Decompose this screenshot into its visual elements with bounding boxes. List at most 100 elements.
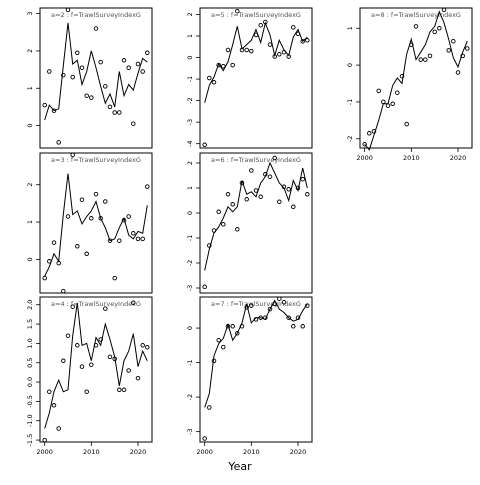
observed-point xyxy=(145,184,150,189)
y-tick-label: -2 xyxy=(186,97,194,103)
panel-frame xyxy=(39,296,153,443)
observed-point xyxy=(93,343,99,348)
observed-point xyxy=(47,259,52,264)
panel-title: a=7 : f=TrawlSurveyIndexG xyxy=(211,300,301,308)
observed-point xyxy=(305,38,310,43)
x-tick-label: 2020 xyxy=(290,448,307,456)
observed-point xyxy=(117,110,122,115)
y-tick-label: 1.5 xyxy=(26,319,34,329)
observed-point xyxy=(211,228,217,233)
fitted-line xyxy=(204,161,308,271)
observed-point xyxy=(216,62,221,68)
panel-title: a=4 : f=TrawlSurveyIndexG xyxy=(51,300,141,308)
observed-point xyxy=(281,49,287,55)
observed-point xyxy=(225,324,231,329)
observed-point xyxy=(121,217,127,223)
observed-point xyxy=(300,39,305,44)
x-tick-label: 2010 xyxy=(403,154,420,162)
observed-point xyxy=(75,343,80,348)
observed-point xyxy=(56,426,61,431)
observed-point xyxy=(145,345,150,350)
y-tick-label: 1.0 xyxy=(26,338,34,348)
observed-point xyxy=(230,324,235,329)
observed-point xyxy=(235,8,240,14)
panel-title: a=6 : f=TrawlSurveyIndexG xyxy=(211,156,301,164)
observed-point xyxy=(70,74,75,80)
observed-point xyxy=(135,236,141,242)
panel-a6: a=6 : f=TrawlSurveyIndexG -3 -2 -1 0 1 2 xyxy=(186,152,313,294)
x-tick-label: 2020 xyxy=(130,448,147,456)
panel-title: a=3 : f=TrawlSurveyIndexG xyxy=(51,156,141,164)
observed-point xyxy=(79,197,85,202)
observed-point xyxy=(202,142,207,148)
observed-point xyxy=(107,354,113,360)
observed-point xyxy=(126,214,131,219)
observed-point xyxy=(211,80,217,85)
observed-point xyxy=(253,317,259,322)
observed-point xyxy=(121,58,127,63)
observed-point xyxy=(409,42,414,48)
observed-point xyxy=(404,121,409,127)
observed-point xyxy=(103,84,108,89)
y-tick-label: 0 xyxy=(186,55,194,59)
y-tick-label: -3 xyxy=(186,119,194,125)
observed-point xyxy=(51,108,57,113)
observed-point xyxy=(84,389,89,394)
observed-point xyxy=(112,110,117,115)
observed-point xyxy=(70,304,75,309)
observed-point xyxy=(65,214,71,219)
panel-a4: a=4 : f=TrawlSurveyIndexG -1.5 -1.0 -0.5 0.0… xyxy=(26,296,153,456)
y-tick-label: 2 xyxy=(186,12,194,16)
observed-point xyxy=(235,331,240,336)
y-tick-label: 3 xyxy=(26,12,34,16)
observed-point xyxy=(305,303,310,308)
fitted-line xyxy=(44,173,148,277)
observed-point xyxy=(93,191,99,197)
x-tick-label: 2000 xyxy=(36,448,53,456)
fitted-line xyxy=(44,302,148,429)
observed-point xyxy=(103,306,108,311)
observed-point xyxy=(221,63,226,69)
observed-point xyxy=(277,296,282,301)
observed-point xyxy=(291,204,296,210)
y-tick-label: 1 xyxy=(186,34,194,38)
panel-a5: a=5 : f=TrawlSurveyIndexG -4 -3 -2 -1 0 1 2 xyxy=(186,7,313,149)
observed-point xyxy=(65,333,71,338)
observed-point xyxy=(93,26,99,31)
observed-point xyxy=(263,315,268,320)
observed-point xyxy=(47,389,52,394)
observed-point xyxy=(202,436,207,441)
observed-point xyxy=(107,238,113,243)
observed-point xyxy=(135,61,141,67)
x-tick-label: 2000 xyxy=(196,448,213,456)
observed-point xyxy=(230,202,235,207)
observed-point xyxy=(126,368,131,373)
y-tick-label: -2 xyxy=(186,394,194,400)
observed-point xyxy=(395,90,400,95)
observed-point xyxy=(239,47,245,53)
y-tick-label: 2 xyxy=(26,183,34,187)
observed-point xyxy=(244,305,249,310)
observed-point xyxy=(437,26,442,31)
observed-point xyxy=(42,437,47,443)
y-tick-label: 1 xyxy=(346,26,354,30)
observed-point xyxy=(413,24,419,29)
observed-point xyxy=(61,358,66,364)
x-tick-label: 2010 xyxy=(243,448,260,456)
observed-point xyxy=(399,73,405,79)
observed-point xyxy=(117,238,122,243)
observed-point xyxy=(140,69,145,74)
observed-point xyxy=(277,52,282,57)
observed-point xyxy=(145,50,150,56)
observed-point xyxy=(135,375,141,381)
y-tick-label: 2.0 xyxy=(26,300,34,310)
observed-point xyxy=(441,7,447,13)
observed-point xyxy=(277,199,282,205)
observed-point xyxy=(381,99,386,105)
observed-point xyxy=(207,75,212,81)
observed-point xyxy=(207,405,212,410)
observed-point xyxy=(465,46,470,51)
observed-point xyxy=(267,42,273,47)
